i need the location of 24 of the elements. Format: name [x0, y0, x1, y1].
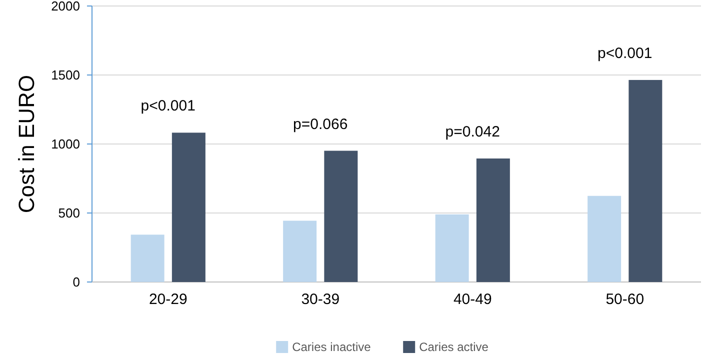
bar: [324, 150, 358, 282]
x-tick-label: 30-39: [301, 291, 340, 308]
bar: [172, 132, 206, 282]
legend-label: Caries active: [419, 340, 489, 354]
annotation: p=0.042: [445, 123, 500, 140]
annotation: p<0.001: [140, 98, 196, 115]
x-tick-label: 50-60: [606, 291, 644, 308]
bar: [130, 234, 164, 282]
bar: [588, 196, 622, 282]
y-tick-label: 1000: [51, 136, 80, 152]
annotation: p=0.066: [293, 116, 348, 133]
bar: [628, 80, 662, 282]
x-tick-label: 20-29: [148, 291, 188, 308]
y-tick-label: 1500: [51, 68, 80, 83]
y-tick-label: 0: [72, 274, 80, 290]
bar: [476, 158, 510, 282]
y-tick-label: 500: [58, 206, 80, 221]
bar: [283, 220, 317, 282]
bar: [435, 214, 469, 282]
y-axis-title: Cost in EURO: [14, 74, 39, 214]
annotation: p<0.001: [598, 44, 652, 62]
y-tick-label: 2000: [51, 0, 80, 14]
legend-label: Caries inactive: [292, 340, 372, 354]
x-tick-label: 40-49: [453, 291, 492, 308]
